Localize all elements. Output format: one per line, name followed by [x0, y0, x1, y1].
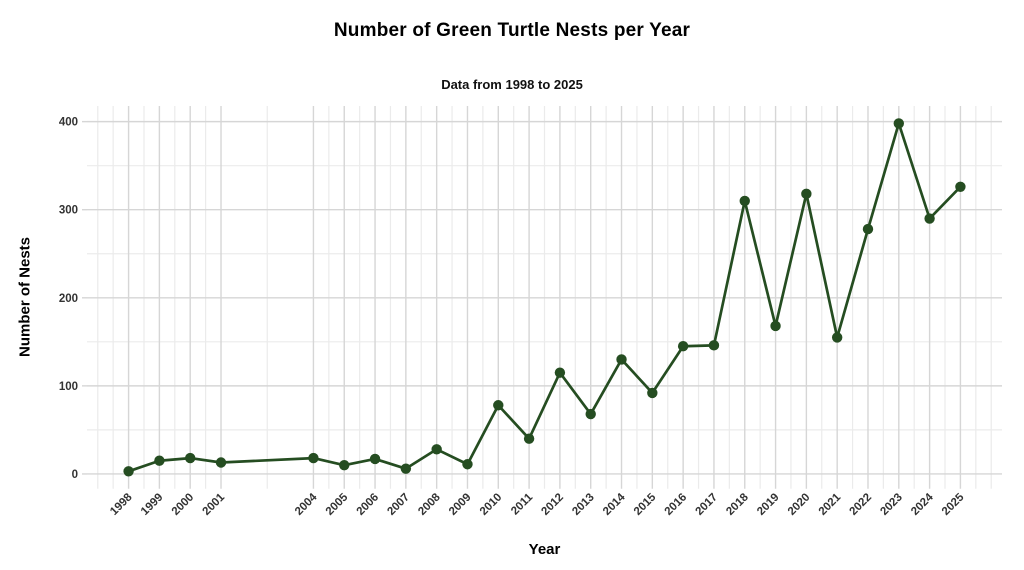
data-point [616, 354, 627, 365]
x-tick-label: 2000 [170, 491, 197, 518]
data-point [215, 457, 227, 468]
x-tick-label: 2016 [663, 491, 690, 518]
x-tick-label: 2017 [693, 491, 720, 518]
data-point [647, 387, 658, 399]
x-tick-label: 2018 [724, 491, 751, 518]
data-point [400, 463, 412, 474]
chart-title: Number of Green Turtle Nests per Year [333, 20, 691, 41]
x-tick-label: 2010 [478, 491, 505, 518]
data-point [862, 223, 874, 235]
data-point [493, 400, 504, 411]
chart-subtitle: Data from 1998 to 2025 [441, 77, 583, 92]
data-point [308, 452, 319, 464]
x-axis-title: Year [528, 541, 561, 558]
data-point [585, 408, 596, 420]
x-tick-label: 2013 [570, 491, 597, 518]
y-tick-label: 200 [59, 293, 78, 305]
data-point [677, 341, 689, 352]
x-tick-label: 2014 [601, 491, 628, 518]
data-point [554, 367, 566, 378]
x-tick-label: 2021 [817, 491, 844, 518]
data-point [123, 466, 134, 477]
x-tick-label: 2024 [909, 491, 936, 518]
y-tick-label: 300 [59, 205, 78, 217]
nests-line-series [127, 122, 962, 473]
x-tick-label: 2001 [201, 491, 228, 518]
data-point [185, 452, 196, 464]
x-tick-label: 2007 [385, 491, 412, 518]
data-point [154, 455, 165, 466]
x-tick-label: 2015 [632, 491, 659, 518]
y-tick-label: 0 [72, 469, 78, 481]
data-point [955, 181, 966, 193]
y-tick-label: 400 [59, 117, 78, 129]
data-point [339, 459, 350, 471]
data-point [831, 332, 843, 343]
x-tick-label: 2022 [848, 491, 875, 518]
x-tick-label: 1998 [108, 491, 135, 518]
x-tick-label: 2006 [355, 491, 382, 518]
x-tick-label: 2004 [293, 491, 320, 518]
y-axis-title: Number of Nests [16, 236, 34, 358]
x-tick-label: 2025 [940, 491, 967, 518]
data-point [431, 444, 442, 455]
data-point [369, 453, 381, 465]
x-tick-label: 2019 [755, 491, 782, 518]
x-tick-label: 2005 [324, 491, 351, 518]
data-point [462, 459, 473, 470]
x-tick-label: 2012 [539, 491, 566, 518]
data-point [523, 433, 535, 444]
data-point [708, 340, 720, 351]
data-point [739, 195, 750, 207]
x-tick-label: 2008 [416, 491, 443, 518]
x-tick-label: 2023 [878, 491, 905, 518]
x-tick-label: 2011 [509, 491, 536, 518]
data-point [770, 320, 781, 332]
y-tick-label: 100 [59, 381, 78, 393]
x-tick-label: 2020 [786, 491, 813, 518]
data-point [801, 188, 812, 200]
x-tick-label: 2009 [447, 491, 474, 518]
data-point [924, 213, 935, 224]
data-point [893, 118, 904, 129]
x-tick-label: 1999 [139, 491, 166, 518]
